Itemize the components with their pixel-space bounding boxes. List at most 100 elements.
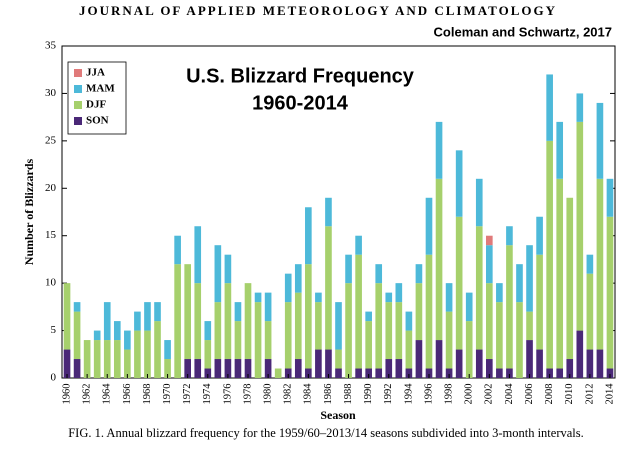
bar-segment — [103, 340, 111, 378]
bar-segment — [73, 359, 81, 378]
x-tick-label: 2002 — [484, 384, 495, 405]
bar-segment — [345, 254, 352, 284]
bar-segment — [395, 302, 403, 360]
bar-segment — [93, 330, 101, 341]
bar-segment — [566, 197, 574, 360]
bar-segment — [486, 245, 493, 284]
bar-segment — [475, 226, 483, 350]
bar-segment — [134, 311, 141, 331]
bar-segment — [556, 121, 564, 179]
bar-segment — [103, 302, 111, 341]
bar-segment — [506, 226, 513, 246]
bar-segment — [596, 349, 604, 378]
bar-segment — [415, 283, 423, 341]
x-tick-label: 2006 — [524, 384, 535, 405]
x-tick-label: 1976 — [222, 384, 233, 405]
bar-segment — [425, 254, 433, 369]
x-tick-label: 1990 — [363, 384, 374, 405]
x-axis-label: Season — [320, 408, 356, 422]
bar-segment — [475, 178, 483, 227]
bar-segment — [355, 368, 362, 378]
x-tick-label: 1964 — [102, 383, 113, 405]
bar-segment — [154, 302, 161, 322]
bar-segment — [325, 197, 332, 227]
bar-segment — [124, 330, 131, 350]
bar-segment — [395, 283, 403, 303]
credit: Coleman and Schwartz, 2017 — [434, 24, 612, 39]
bar-segment — [325, 349, 332, 378]
bar-segment — [244, 283, 252, 360]
legend-swatch — [74, 117, 82, 125]
bar-segment — [124, 349, 131, 378]
bar-segment — [294, 292, 302, 360]
bar-segment — [455, 216, 463, 350]
bar-segment — [234, 321, 242, 360]
bar-segment — [244, 359, 252, 378]
x-tick-label: 1974 — [202, 383, 213, 405]
bar-segment — [224, 254, 232, 284]
bar-segment — [355, 235, 362, 255]
bar-segment — [73, 311, 81, 360]
bar-segment — [526, 340, 533, 378]
chart-subtitle: 1960-2014 — [252, 92, 349, 114]
bar-segment — [385, 302, 393, 360]
x-tick-label: 2008 — [544, 384, 555, 405]
bar-segment — [365, 311, 372, 322]
bar-segment — [556, 368, 564, 378]
bar-segment — [264, 359, 272, 378]
bar-segment — [486, 359, 493, 378]
bar-segment — [144, 302, 151, 331]
bar-segment — [526, 311, 533, 341]
bar-segment — [506, 245, 513, 369]
bar-segment — [475, 349, 483, 378]
bar-segment — [465, 321, 473, 378]
bar-segment — [445, 283, 453, 312]
x-tick-label: 1962 — [82, 384, 93, 405]
bar-segment — [536, 349, 543, 378]
bar-segment — [194, 283, 202, 360]
bar-segment — [184, 264, 191, 360]
bar-segment — [194, 226, 202, 284]
bar-segment — [365, 321, 372, 369]
x-tick-label: 2012 — [584, 384, 595, 405]
bar-segment — [435, 340, 443, 378]
bar-segment — [214, 359, 222, 378]
bar-segment — [164, 359, 171, 378]
legend-label: DJF — [86, 99, 106, 111]
bar-segment — [566, 359, 574, 378]
chart-title: U.S. Blizzard Frequency — [186, 65, 415, 87]
x-tick-label: 1984 — [303, 383, 314, 405]
bar-segment — [315, 349, 322, 378]
bar-segment — [375, 264, 383, 284]
bar-segment — [556, 178, 564, 369]
bar-segment — [214, 245, 222, 303]
bar-segment — [224, 359, 232, 378]
bar-segment — [606, 216, 614, 369]
bar-segment — [445, 368, 453, 378]
y-tick-label: 0 — [51, 372, 57, 384]
bar-segment — [405, 330, 413, 369]
bar-segment — [576, 121, 584, 331]
bar-segment — [335, 349, 342, 369]
bar-segment — [606, 368, 614, 378]
bar-segment — [224, 283, 232, 360]
bar-segment — [586, 254, 594, 274]
bar-segment — [234, 302, 242, 322]
bar-segment — [113, 321, 121, 341]
bar-segment — [586, 273, 594, 350]
bar-segment — [164, 340, 171, 360]
bar-segment — [516, 302, 523, 378]
bar-segment — [294, 264, 302, 293]
x-tick-label: 2000 — [464, 384, 475, 405]
x-tick-label: 1960 — [61, 384, 72, 405]
bar-segment — [435, 121, 443, 179]
bar-segment — [375, 283, 383, 369]
bar-segment — [496, 283, 503, 303]
x-tick-label: 1988 — [343, 384, 354, 405]
bar-segment — [305, 368, 312, 378]
bar-segment — [425, 197, 433, 255]
x-tick-label: 1992 — [383, 384, 394, 405]
bar-segment — [385, 359, 393, 378]
bar-segment — [294, 359, 302, 378]
